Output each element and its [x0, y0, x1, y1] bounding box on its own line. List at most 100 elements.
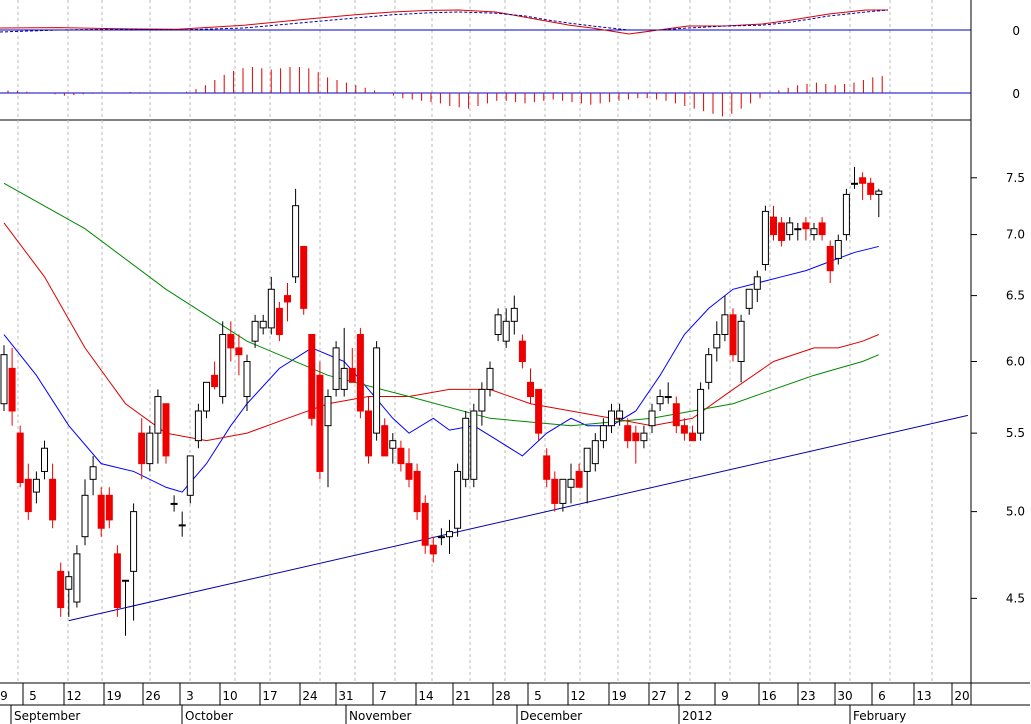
date-tick: 27	[648, 683, 667, 705]
date-tick-label: 28	[495, 689, 510, 703]
histogram-y-tick-label: 0	[1012, 87, 1020, 101]
candlestick	[235, 334, 243, 376]
candlestick	[608, 403, 615, 434]
candlestick	[162, 403, 170, 464]
candle-body	[122, 579, 129, 582]
date-tick: 5	[22, 683, 37, 705]
candlestick	[154, 389, 162, 464]
candle-body	[778, 222, 786, 241]
candlestick	[810, 222, 818, 241]
candle-body	[454, 470, 462, 529]
candlestick	[73, 545, 81, 608]
date-tick: 16	[758, 683, 777, 705]
candle-body	[842, 193, 850, 236]
candle-body	[178, 524, 186, 527]
date-tick: 31	[335, 683, 354, 705]
date-tick: 19	[103, 683, 122, 705]
candlestick	[729, 308, 737, 362]
candlestick	[308, 334, 316, 426]
candle-body	[211, 374, 219, 388]
candlestick	[284, 283, 291, 322]
candle-body	[373, 347, 381, 434]
date-tick-label: 26	[145, 689, 160, 703]
candlestick	[502, 308, 510, 348]
candlestick	[454, 463, 462, 537]
price-axis-ticks: 7.5 7.0 6.5 6.0 5.5 5.0 4.5	[971, 171, 1025, 605]
candle-body	[203, 381, 210, 412]
candle-body	[235, 347, 243, 356]
candlestick	[510, 295, 518, 335]
candle-body	[16, 432, 24, 483]
candle-body	[510, 307, 518, 322]
candlestick	[429, 536, 437, 563]
candlestick	[203, 381, 210, 419]
candle-body	[826, 245, 834, 272]
candle-body	[308, 334, 316, 419]
price-panel: 7.5 7.0 6.5 6.0 5.5 5.0 4.5	[0, 166, 1025, 636]
candle-body	[194, 410, 202, 442]
date-tick-label: 23	[800, 689, 815, 703]
candle-body	[632, 432, 640, 442]
date-tick-label: 24	[302, 689, 317, 703]
candlestick	[170, 495, 178, 512]
candle-body	[567, 478, 575, 488]
candle-body	[259, 320, 267, 329]
candle-body	[365, 410, 372, 457]
candlestick	[559, 478, 567, 512]
candle-body	[340, 367, 348, 390]
date-tick-label: 6	[878, 689, 886, 703]
candle-body	[583, 447, 591, 472]
macd-line	[0, 9, 888, 35]
date-tick-label: 31	[338, 689, 353, 703]
candle-body	[705, 354, 713, 383]
candle-body	[73, 553, 81, 603]
candle-body	[527, 381, 534, 398]
candlestick	[721, 295, 729, 342]
month-label: 2012	[682, 709, 713, 723]
candlestick	[543, 448, 551, 488]
candle-body	[89, 466, 97, 480]
date-tick: 19	[608, 683, 627, 705]
candle-body	[32, 478, 40, 493]
candlestick	[624, 418, 632, 449]
candlestick	[316, 361, 324, 480]
date-axis-ticks: 9 5 12 19 26 3 10 17 24 31 7 14 21 28 5 12 19 27 2 9 16 23 30 6…	[0, 683, 970, 705]
candlesticks	[0, 166, 883, 636]
candle-body	[462, 417, 470, 480]
date-tick-label: 20	[954, 689, 969, 703]
candlestick	[794, 222, 802, 241]
candlestick	[332, 341, 340, 397]
candle-body	[770, 216, 777, 236]
candle-body	[599, 425, 607, 442]
candlestick	[219, 321, 227, 404]
candle-body	[348, 367, 356, 383]
date-tick: 17	[259, 683, 278, 705]
date-tick-label: 12	[570, 689, 585, 703]
candle-body	[486, 367, 494, 390]
date-tick: 9	[714, 683, 729, 705]
candlestick	[16, 425, 24, 488]
date-tick-label: 10	[222, 689, 237, 703]
candle-body	[640, 432, 648, 442]
candle-body	[786, 222, 794, 236]
candlestick	[348, 347, 356, 383]
candle-body	[648, 410, 656, 427]
candle-body	[8, 367, 16, 412]
candlestick	[680, 418, 688, 441]
date-tick-label: 19	[106, 689, 121, 703]
candlestick	[259, 314, 267, 335]
candlestick	[275, 301, 283, 342]
candle-body	[57, 570, 65, 609]
candle-body	[478, 388, 486, 412]
candlestick	[81, 479, 89, 546]
candle-body	[608, 410, 615, 427]
candle-body	[41, 447, 48, 472]
candlestick	[567, 463, 575, 504]
date-tick: 26	[142, 683, 161, 705]
candlestick	[599, 418, 607, 449]
candle-body	[146, 432, 154, 465]
candlestick	[24, 463, 32, 520]
date-tick: 3	[179, 683, 194, 705]
date-tick-label: 5	[29, 689, 37, 703]
